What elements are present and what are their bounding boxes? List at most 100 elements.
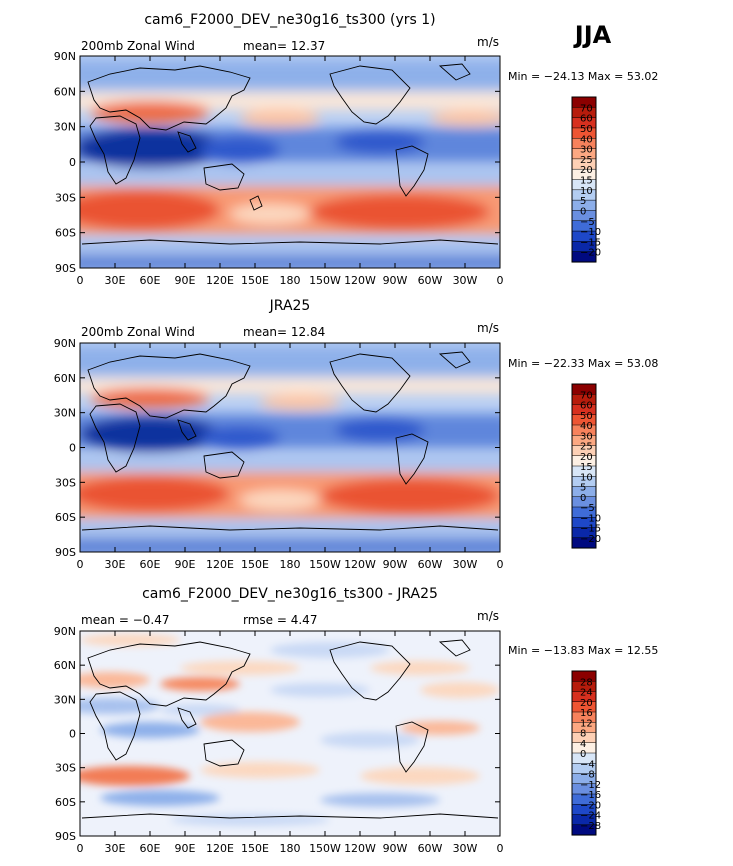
colorbar-label: 5 — [580, 196, 586, 207]
x-tick-label: 180 — [280, 558, 301, 571]
colorbar-label: 0 — [580, 749, 586, 760]
colorbar-label: −10 — [580, 513, 601, 524]
minmax-label: Min = −22.33 Max = 53.08 — [508, 357, 658, 370]
colorbar-label: 25 — [580, 442, 593, 453]
x-tick-label: 30E — [105, 558, 126, 571]
colorbar-label: −4 — [580, 759, 595, 770]
x-tick-label: 150W — [309, 274, 341, 287]
coastlines — [81, 351, 499, 531]
colorbar-label: 5 — [580, 483, 586, 494]
colorbar-label: 50 — [580, 411, 593, 422]
x-tick-label: 90W — [383, 842, 408, 855]
y-tick-label: 90S — [55, 262, 76, 275]
panel-difference: cam6_F2000_DEV_ne30g16_ts300 - JRA25 mea… — [54, 586, 659, 855]
colorbar-label: 16 — [580, 708, 593, 719]
left-label: 200mb Zonal Wind — [81, 39, 195, 53]
colorbar-label: −5 — [580, 503, 595, 514]
colorbar-label: 28 — [580, 677, 593, 688]
x-tick-label: 30W — [453, 274, 478, 287]
x-tick-label: 120W — [344, 842, 376, 855]
colorbar-label: 25 — [580, 155, 593, 166]
colorbar-label: 70 — [580, 103, 593, 114]
colorbar-label: 15 — [580, 176, 593, 187]
colorbar-label: −5 — [580, 217, 595, 228]
x-tick-label: 0 — [497, 558, 504, 571]
units-label: m/s — [477, 35, 499, 49]
colorbar-frame — [571, 670, 597, 836]
axis-ticks: 0 30E 60E 90E 120E 150E 180 150W 120W 90W 60W 30W 09… — [54, 50, 504, 287]
colorbar-label: 70 — [580, 390, 593, 401]
y-tick-label: 0 — [69, 728, 76, 741]
y-tick-label: 90S — [55, 546, 76, 559]
coastlines — [81, 63, 499, 245]
y-tick-label: 60N — [54, 659, 76, 672]
colorbar-label: −15 — [580, 237, 601, 248]
x-tick-label: 120E — [206, 274, 234, 287]
y-tick-label: 90N — [54, 625, 76, 638]
colorbar-label: 60 — [580, 114, 593, 125]
y-tick-label: 90S — [55, 830, 76, 843]
x-tick-label: 150W — [309, 558, 341, 571]
y-tick-label: 60S — [55, 796, 76, 809]
colorbar-frame — [571, 383, 597, 549]
mean-label: mean= 12.84 — [243, 325, 325, 339]
y-tick-label: 30S — [55, 476, 76, 489]
panel-obs: JRA25 200mb Zonal Wind mean= 12.84 m/s — [54, 298, 659, 571]
axis-ticks: 0 30E 60E 90E 120E 150E 180 150W 120W 90W 60W 30W 09… — [54, 625, 504, 855]
y-tick-label: 0 — [69, 156, 76, 169]
colorbar-label: 30 — [580, 431, 593, 442]
x-tick-label: 90W — [383, 558, 408, 571]
colorbar-label: −10 — [580, 227, 601, 238]
map-field — [80, 56, 500, 268]
y-tick-label: 30N — [54, 121, 76, 134]
x-tick-label: 120W — [344, 274, 376, 287]
x-tick-label: 60W — [418, 842, 443, 855]
y-tick-label: 30N — [54, 407, 76, 420]
x-tick-label: 90W — [383, 274, 408, 287]
colorbar-label: 50 — [580, 124, 593, 135]
x-tick-label: 90E — [175, 274, 196, 287]
mean-label: mean= 12.37 — [243, 39, 325, 53]
x-tick-label: 120E — [206, 558, 234, 571]
map-field — [80, 343, 500, 552]
x-tick-label: 60E — [140, 842, 161, 855]
colorbar-label: 20 — [580, 165, 593, 176]
colorbar-label: 8 — [580, 729, 586, 740]
colorbar-label: −12 — [580, 780, 601, 791]
x-tick-label: 30W — [453, 558, 478, 571]
map-field — [80, 631, 500, 836]
panel-title: JRA25 — [269, 298, 311, 314]
colorbar-label: 12 — [580, 718, 593, 729]
x-tick-label: 120W — [344, 558, 376, 571]
x-tick-label: 0 — [497, 842, 504, 855]
y-tick-label: 90N — [54, 50, 76, 63]
x-tick-label: 60W — [418, 274, 443, 287]
x-tick-label: 60W — [418, 558, 443, 571]
y-tick-label: 30S — [55, 762, 76, 775]
units-label: m/s — [477, 609, 499, 623]
y-tick-label: 60S — [55, 511, 76, 524]
x-tick-label: 150W — [309, 842, 341, 855]
colorbar-label: 0 — [580, 493, 586, 504]
rmse-label: rmse = 4.47 — [243, 613, 317, 627]
x-tick-label: 0 — [77, 842, 84, 855]
colorbar-label: 40 — [580, 134, 593, 145]
x-tick-label: 150E — [241, 558, 269, 571]
left-label: 200mb Zonal Wind — [81, 325, 195, 339]
x-tick-label: 0 — [77, 558, 84, 571]
season-label: JJA — [573, 21, 612, 49]
y-tick-label: 30N — [54, 693, 76, 706]
x-tick-label: 0 — [497, 274, 504, 287]
panel-model: cam6_F2000_DEV_ne30g16_ts300 (yrs 1) 200… — [54, 12, 659, 287]
colorbar-label: 40 — [580, 421, 593, 432]
x-tick-label: 60E — [140, 558, 161, 571]
colorbar-label: −16 — [580, 790, 601, 801]
y-tick-label: 60N — [54, 372, 76, 385]
panel-title: cam6_F2000_DEV_ne30g16_ts300 (yrs 1) — [144, 12, 435, 28]
units-label: m/s — [477, 321, 499, 335]
colorbar-label: 10 — [580, 472, 593, 483]
